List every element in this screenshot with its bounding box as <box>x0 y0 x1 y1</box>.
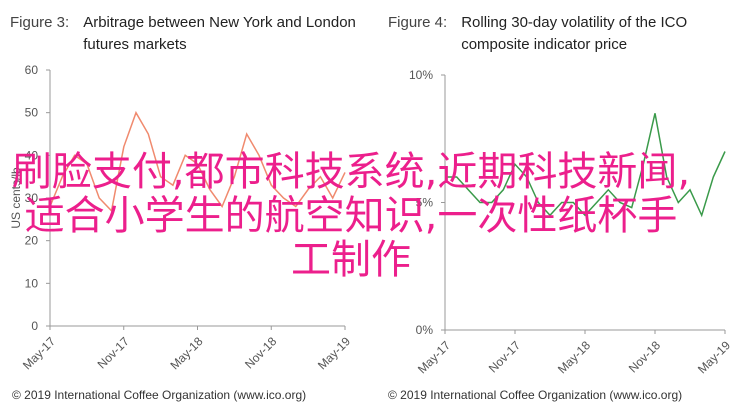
figure-number: Figure 4: <box>388 14 448 31</box>
y-axis-label: US cents/lb <box>9 167 23 229</box>
x-tick-label: Nov-17 <box>95 334 132 371</box>
x-tick-label: May-17 <box>415 338 453 376</box>
x-tick-label: May-18 <box>555 338 593 376</box>
y-tick-label: 0% <box>416 323 434 337</box>
data-line <box>445 113 726 218</box>
y-tick-label: 0 <box>31 319 38 333</box>
chart-title: Rolling 30-day volatility of the ICO com… <box>461 14 688 53</box>
source: © 2019 International Coffee Organization… <box>388 388 683 402</box>
y-tick-label: 10 <box>25 276 39 290</box>
y-tick-label: 50 <box>25 106 39 120</box>
x-tick-label: May-19 <box>695 338 733 376</box>
x-tick-label: Nov-18 <box>626 338 663 375</box>
data-line <box>49 110 346 213</box>
y-tick-label: 60 <box>25 63 39 77</box>
x-tick-label: May-18 <box>167 334 205 372</box>
source: © 2019 International Coffee Organization… <box>12 388 307 402</box>
header: Figure 4: Rolling 30-day volatility of th… <box>388 12 728 56</box>
overlay-text: 刷脸支付,都市科技系统,近期科技新闻,适合小学生的航空知识,一次性纸杯手工制作 <box>11 149 691 283</box>
y-tick-label: 20 <box>25 234 39 248</box>
y-tick-label: 30 <box>25 191 39 205</box>
chart-title: Arbitrage between New York and London fu… <box>83 14 356 53</box>
y-tick-label: 5% <box>416 196 434 210</box>
x-tick-label: Nov-17 <box>486 338 523 375</box>
y-tick-label: 40 <box>25 148 39 162</box>
figure-number: Figure 3: <box>10 14 70 31</box>
x-tick-label: May-19 <box>315 334 353 372</box>
x-tick-label: Nov-18 <box>242 334 279 371</box>
x-tick-label: May-17 <box>20 334 58 372</box>
y-tick-label: 10% <box>409 68 433 82</box>
header: Figure 3: Arbitrage between New York and … <box>10 12 360 56</box>
